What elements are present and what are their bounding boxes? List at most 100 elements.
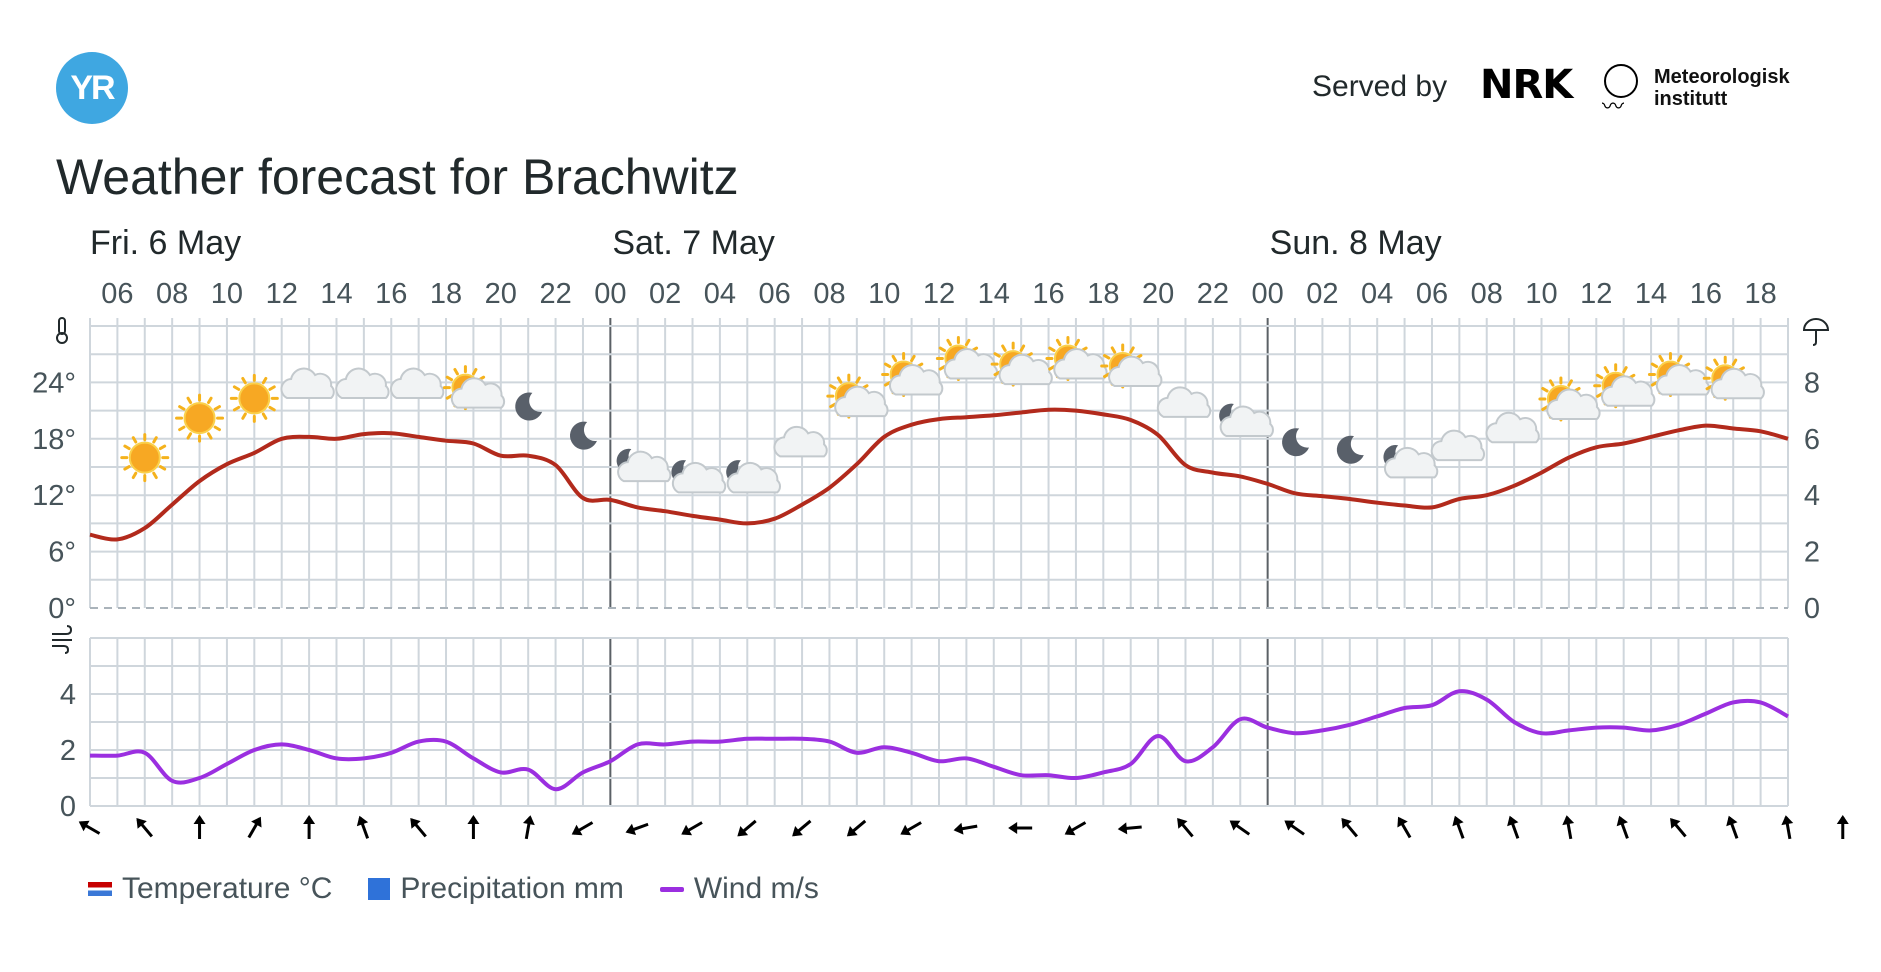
wind-arrow-icon [681, 821, 703, 836]
sun-ray [453, 367, 459, 376]
wind-arrow-icon [1452, 815, 1465, 839]
hour-tick-label: 22 [539, 278, 571, 310]
sun-ray [1731, 358, 1738, 366]
sun-ray [946, 338, 952, 347]
cloud-shape [1546, 388, 1601, 420]
sun-ray [178, 405, 186, 411]
sun-ray [152, 471, 158, 480]
sun-ray [1713, 358, 1719, 366]
wind-arrow-head [303, 815, 316, 824]
wind-arrow-head [1726, 815, 1738, 827]
sun-ray [186, 432, 193, 440]
wind-arrow-icon [1064, 821, 1087, 836]
sun-ray [1567, 379, 1573, 387]
wind-arrow-head [571, 824, 583, 836]
wind-tick-label: 4 [60, 679, 76, 711]
sun-ray [213, 405, 221, 411]
cloud-shape [1655, 364, 1711, 396]
wind-arrow-icon [247, 816, 262, 839]
umbrella-canopy [1802, 318, 1830, 331]
cloud-shape [726, 461, 781, 494]
sun-ray [1650, 362, 1659, 369]
wind-arrow-head [193, 815, 206, 824]
wind-arrow-head [136, 818, 147, 829]
chart-series [89, 407, 1789, 792]
sun-icon [229, 373, 279, 423]
met-wave-icon: 〰 [1602, 94, 1625, 119]
sun-ray [158, 444, 167, 451]
hour-tick-label: 14 [978, 278, 1010, 310]
sun-ray [883, 362, 892, 369]
sun-ray [1603, 366, 1610, 374]
cloud-shape [1108, 355, 1163, 388]
legend-wind: Wind m/s [659, 872, 819, 906]
partly-cloudy-day-icon [990, 341, 1053, 387]
wind-icon [52, 625, 73, 654]
legend-wind-label: Wind m/s [693, 872, 819, 905]
legend-precipitation-label: Precipitation mm [400, 872, 624, 905]
wind-arrow-head [900, 824, 912, 836]
precip-tick-label: 0 [1804, 593, 1820, 625]
cloud-shape [1156, 386, 1212, 418]
wind-arrow-head [1781, 815, 1794, 826]
sun-ray [1548, 379, 1555, 387]
thermometer-tube [58, 317, 66, 335]
sun-ray [186, 396, 193, 405]
hour-tick-label: 04 [1361, 278, 1393, 310]
wind-arrow-icon [737, 819, 757, 837]
wind-arrow-head [1616, 815, 1628, 827]
temp-tick-label: 0° [48, 593, 76, 625]
hour-tick-label: 06 [101, 278, 133, 310]
hour-tick-label: 02 [649, 278, 681, 310]
wind-arrow-head [1562, 815, 1575, 826]
cloud-icon [280, 367, 335, 400]
hour-tick-label: 18 [1087, 278, 1119, 310]
sun-ray [1705, 384, 1713, 391]
hour-tick-label: 06 [1416, 278, 1448, 310]
wind-arrow-icon [792, 819, 812, 837]
sun-disc [128, 441, 161, 474]
temp-tick-label: 6° [48, 537, 76, 569]
wind-arrow-head [1117, 822, 1128, 835]
sun-ray [1055, 338, 1062, 347]
met-line1: Meteorologisk [1654, 66, 1790, 88]
temp-tick-label: 18° [32, 424, 76, 456]
wind-arrow-icon [1726, 815, 1739, 839]
wind-tick-label: 2 [60, 735, 76, 767]
wind-arrow-icon [625, 822, 649, 836]
sun-ray [445, 375, 454, 382]
hour-tick-label: 06 [759, 278, 791, 310]
hour-tick-label: 02 [1306, 278, 1338, 310]
precipitation-swatch-icon [368, 878, 391, 900]
wind-arrow-head [625, 823, 637, 836]
nrk-logo: NRK [1480, 62, 1573, 108]
wind-arrow-icon [467, 815, 480, 839]
wind-arrow-icon [1117, 822, 1142, 835]
served-by-label: Served by [1312, 70, 1448, 103]
partly-cloudy-night-icon [726, 460, 781, 494]
wind-arrow-head [1064, 824, 1076, 836]
wind-arrow-head [737, 825, 749, 837]
sun-ray [1595, 373, 1604, 380]
wind-arrow-icon [1836, 815, 1849, 839]
sun-ray [1541, 386, 1549, 393]
cloud-shape [998, 353, 1053, 386]
cloud-shape [1430, 429, 1486, 462]
sun-ray [261, 376, 268, 385]
wind-arrow-head [467, 815, 480, 824]
hour-tick-label: 08 [1471, 278, 1503, 310]
sun-ray [207, 432, 213, 440]
wind-arrow-icon [846, 819, 867, 837]
hour-tick-label: 14 [320, 278, 352, 310]
cloud-shape [888, 364, 944, 396]
partly-cloudy-night-icon [1219, 403, 1274, 437]
sun-ray [1001, 344, 1007, 352]
sun-ray [836, 376, 843, 384]
chart-grid [89, 318, 1789, 807]
sun-ray [1658, 354, 1664, 363]
sun-ray [1705, 366, 1713, 372]
moon-shape [1336, 435, 1364, 464]
sun-ray [471, 367, 478, 376]
wind-arrow-icon [410, 818, 427, 838]
